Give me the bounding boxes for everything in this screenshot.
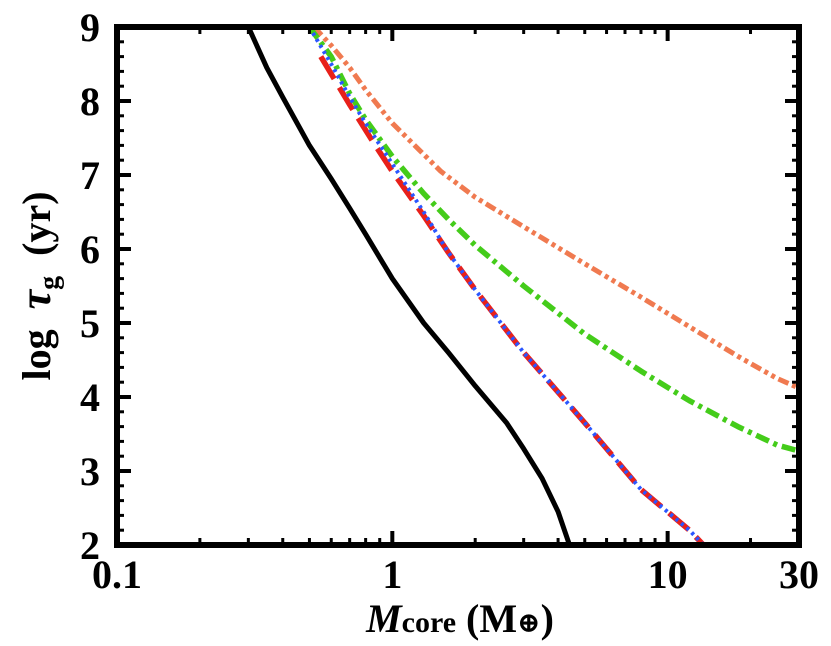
y-tick-label: 9	[80, 5, 100, 50]
y-axis-title: log τg (yr)	[11, 191, 65, 380]
y-axis-title-suffix: (yr)	[14, 191, 59, 275]
x-axis-title: Mcore (M⊕)	[365, 596, 554, 641]
y-tick-label: 3	[80, 449, 100, 494]
x-axis-title-unit-close: )	[541, 596, 554, 641]
y-axis-title-prefix: log	[14, 309, 59, 380]
y-tick-label: 5	[80, 301, 100, 346]
y-tick-label: 7	[80, 153, 100, 198]
y-axis-title-main: τ	[11, 288, 60, 309]
series-line-blue-dotted	[307, 25, 705, 547]
series-line-green-dash-dot	[307, 25, 800, 454]
x-tick-label: 30	[779, 552, 819, 597]
minor-ticks	[117, 27, 799, 545]
y-tick-label: 8	[80, 79, 100, 124]
earth-symbol-icon: ⊕	[517, 608, 540, 639]
series-line-orange-dash-dot-dot	[312, 25, 801, 391]
plot-frame	[114, 24, 802, 548]
x-axis-title-unit-open: (M	[456, 596, 517, 641]
y-tick-label: 4	[80, 375, 100, 420]
x-axis-title-main: M	[365, 596, 403, 641]
y-tick-label: 6	[80, 227, 100, 272]
series-line-black-solid	[246, 25, 572, 546]
curves-layer	[246, 25, 801, 547]
tick-labels: 0.1 1 10 30 2 3 4 5 6 7 8 9	[80, 5, 819, 597]
x-tick-label: 1	[382, 552, 402, 597]
major-ticks	[115, 25, 801, 547]
y-tick-label: 2	[80, 523, 100, 568]
x-tick-label: 10	[648, 552, 688, 597]
y-axis-title-sub: g	[34, 276, 65, 290]
x-axis-title-sub: core	[402, 606, 456, 639]
x-tick-label: 0.1	[92, 552, 142, 597]
